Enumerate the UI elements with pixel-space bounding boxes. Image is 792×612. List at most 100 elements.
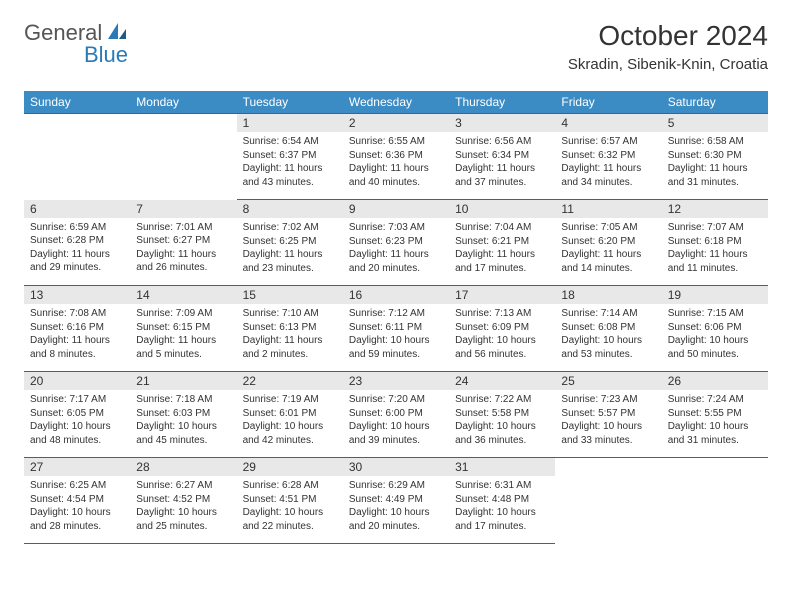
calendar-cell: 21Sunrise: 7:18 AMSunset: 6:03 PMDayligh… xyxy=(130,372,236,458)
day-data: Sunrise: 6:57 AMSunset: 6:32 PMDaylight:… xyxy=(555,132,661,193)
day-number: 23 xyxy=(343,372,449,390)
calendar-cell: 2Sunrise: 6:55 AMSunset: 6:36 PMDaylight… xyxy=(343,114,449,200)
day-data: Sunrise: 7:20 AMSunset: 6:00 PMDaylight:… xyxy=(343,390,449,451)
calendar-cell: 26Sunrise: 7:24 AMSunset: 5:55 PMDayligh… xyxy=(662,372,768,458)
day-data: Sunrise: 7:05 AMSunset: 6:20 PMDaylight:… xyxy=(555,218,661,279)
day-data: Sunrise: 6:29 AMSunset: 4:49 PMDaylight:… xyxy=(343,476,449,537)
calendar-cell: 20Sunrise: 7:17 AMSunset: 6:05 PMDayligh… xyxy=(24,372,130,458)
day-data: Sunrise: 6:56 AMSunset: 6:34 PMDaylight:… xyxy=(449,132,555,193)
day-number: 20 xyxy=(24,372,130,390)
day-number: 7 xyxy=(130,200,236,218)
calendar-cell: 16Sunrise: 7:12 AMSunset: 6:11 PMDayligh… xyxy=(343,286,449,372)
month-title: October 2024 xyxy=(568,20,768,52)
calendar-cell: 5Sunrise: 6:58 AMSunset: 6:30 PMDaylight… xyxy=(662,114,768,200)
day-number: 27 xyxy=(24,458,130,476)
dayname-row: Sunday Monday Tuesday Wednesday Thursday… xyxy=(24,91,768,114)
day-data: Sunrise: 7:17 AMSunset: 6:05 PMDaylight:… xyxy=(24,390,130,451)
day-data: Sunrise: 6:25 AMSunset: 4:54 PMDaylight:… xyxy=(24,476,130,537)
day-number: 5 xyxy=(662,114,768,132)
calendar-cell: 25Sunrise: 7:23 AMSunset: 5:57 PMDayligh… xyxy=(555,372,661,458)
day-data: Sunrise: 7:10 AMSunset: 6:13 PMDaylight:… xyxy=(237,304,343,365)
day-number: 3 xyxy=(449,114,555,132)
day-data: Sunrise: 7:04 AMSunset: 6:21 PMDaylight:… xyxy=(449,218,555,279)
dayname-saturday: Saturday xyxy=(662,91,768,114)
calendar-cell: 4Sunrise: 6:57 AMSunset: 6:32 PMDaylight… xyxy=(555,114,661,200)
calendar-cell: 13Sunrise: 7:08 AMSunset: 6:16 PMDayligh… xyxy=(24,286,130,372)
calendar-cell: 27Sunrise: 6:25 AMSunset: 4:54 PMDayligh… xyxy=(24,458,130,544)
day-number: 31 xyxy=(449,458,555,476)
calendar-cell: 29Sunrise: 6:28 AMSunset: 4:51 PMDayligh… xyxy=(237,458,343,544)
day-data: Sunrise: 6:54 AMSunset: 6:37 PMDaylight:… xyxy=(237,132,343,193)
calendar-cell: 18Sunrise: 7:14 AMSunset: 6:08 PMDayligh… xyxy=(555,286,661,372)
dayname-sunday: Sunday xyxy=(24,91,130,114)
day-number: 9 xyxy=(343,200,449,218)
day-number: 25 xyxy=(555,372,661,390)
calendar-cell: 3Sunrise: 6:56 AMSunset: 6:34 PMDaylight… xyxy=(449,114,555,200)
calendar-week-row: 1Sunrise: 6:54 AMSunset: 6:37 PMDaylight… xyxy=(24,114,768,200)
day-number: 12 xyxy=(662,200,768,218)
day-number: 13 xyxy=(24,286,130,304)
calendar-cell: 28Sunrise: 6:27 AMSunset: 4:52 PMDayligh… xyxy=(130,458,236,544)
day-number: 16 xyxy=(343,286,449,304)
day-data: Sunrise: 7:15 AMSunset: 6:06 PMDaylight:… xyxy=(662,304,768,365)
day-number: 29 xyxy=(237,458,343,476)
day-number: 26 xyxy=(662,372,768,390)
day-number: 19 xyxy=(662,286,768,304)
day-data: Sunrise: 6:58 AMSunset: 6:30 PMDaylight:… xyxy=(662,132,768,193)
dayname-monday: Monday xyxy=(130,91,236,114)
calendar-cell: 8Sunrise: 7:02 AMSunset: 6:25 PMDaylight… xyxy=(237,200,343,286)
day-data: Sunrise: 7:09 AMSunset: 6:15 PMDaylight:… xyxy=(130,304,236,365)
day-number: 17 xyxy=(449,286,555,304)
day-data: Sunrise: 7:23 AMSunset: 5:57 PMDaylight:… xyxy=(555,390,661,451)
day-data: Sunrise: 6:28 AMSunset: 4:51 PMDaylight:… xyxy=(237,476,343,537)
calendar-cell: 24Sunrise: 7:22 AMSunset: 5:58 PMDayligh… xyxy=(449,372,555,458)
title-block: October 2024 Skradin, Sibenik-Knin, Croa… xyxy=(568,20,768,73)
day-data: Sunrise: 7:22 AMSunset: 5:58 PMDaylight:… xyxy=(449,390,555,451)
day-number: 22 xyxy=(237,372,343,390)
calendar-cell: 23Sunrise: 7:20 AMSunset: 6:00 PMDayligh… xyxy=(343,372,449,458)
day-data: Sunrise: 7:12 AMSunset: 6:11 PMDaylight:… xyxy=(343,304,449,365)
dayname-friday: Friday xyxy=(555,91,661,114)
day-data: Sunrise: 6:55 AMSunset: 6:36 PMDaylight:… xyxy=(343,132,449,193)
calendar-cell: 22Sunrise: 7:19 AMSunset: 6:01 PMDayligh… xyxy=(237,372,343,458)
day-data: Sunrise: 7:07 AMSunset: 6:18 PMDaylight:… xyxy=(662,218,768,279)
calendar-cell: 30Sunrise: 6:29 AMSunset: 4:49 PMDayligh… xyxy=(343,458,449,544)
day-data: Sunrise: 6:27 AMSunset: 4:52 PMDaylight:… xyxy=(130,476,236,537)
header: General October 2024 Skradin, Sibenik-Kn… xyxy=(24,20,768,73)
day-number: 21 xyxy=(130,372,236,390)
day-data: Sunrise: 7:18 AMSunset: 6:03 PMDaylight:… xyxy=(130,390,236,451)
day-number: 2 xyxy=(343,114,449,132)
day-number: 30 xyxy=(343,458,449,476)
day-data: Sunrise: 7:19 AMSunset: 6:01 PMDaylight:… xyxy=(237,390,343,451)
calendar-cell: 15Sunrise: 7:10 AMSunset: 6:13 PMDayligh… xyxy=(237,286,343,372)
calendar-cell: 6Sunrise: 6:59 AMSunset: 6:28 PMDaylight… xyxy=(24,200,130,286)
day-data: Sunrise: 7:08 AMSunset: 6:16 PMDaylight:… xyxy=(24,304,130,365)
calendar-cell: 1Sunrise: 6:54 AMSunset: 6:37 PMDaylight… xyxy=(237,114,343,200)
calendar-cell: 9Sunrise: 7:03 AMSunset: 6:23 PMDaylight… xyxy=(343,200,449,286)
calendar-cell: 17Sunrise: 7:13 AMSunset: 6:09 PMDayligh… xyxy=(449,286,555,372)
calendar-cell xyxy=(130,114,236,200)
calendar-cell: 19Sunrise: 7:15 AMSunset: 6:06 PMDayligh… xyxy=(662,286,768,372)
logo-text-blue-wrap: Blue xyxy=(84,42,128,68)
calendar-week-row: 13Sunrise: 7:08 AMSunset: 6:16 PMDayligh… xyxy=(24,286,768,372)
day-data: Sunrise: 7:13 AMSunset: 6:09 PMDaylight:… xyxy=(449,304,555,365)
calendar-week-row: 27Sunrise: 6:25 AMSunset: 4:54 PMDayligh… xyxy=(24,458,768,544)
calendar-cell xyxy=(555,458,661,544)
calendar-cell: 31Sunrise: 6:31 AMSunset: 4:48 PMDayligh… xyxy=(449,458,555,544)
day-number: 10 xyxy=(449,200,555,218)
day-data: Sunrise: 7:24 AMSunset: 5:55 PMDaylight:… xyxy=(662,390,768,451)
calendar-cell: 12Sunrise: 7:07 AMSunset: 6:18 PMDayligh… xyxy=(662,200,768,286)
day-number: 6 xyxy=(24,200,130,218)
day-data: Sunrise: 7:03 AMSunset: 6:23 PMDaylight:… xyxy=(343,218,449,279)
logo-text-blue: Blue xyxy=(84,42,128,67)
location-text: Skradin, Sibenik-Knin, Croatia xyxy=(568,56,768,73)
day-data: Sunrise: 6:59 AMSunset: 6:28 PMDaylight:… xyxy=(24,218,130,279)
calendar-cell xyxy=(24,114,130,200)
calendar-cell: 7Sunrise: 7:01 AMSunset: 6:27 PMDaylight… xyxy=(130,200,236,286)
calendar-week-row: 20Sunrise: 7:17 AMSunset: 6:05 PMDayligh… xyxy=(24,372,768,458)
day-number: 28 xyxy=(130,458,236,476)
dayname-thursday: Thursday xyxy=(449,91,555,114)
day-number: 18 xyxy=(555,286,661,304)
calendar-cell: 14Sunrise: 7:09 AMSunset: 6:15 PMDayligh… xyxy=(130,286,236,372)
day-number: 8 xyxy=(237,200,343,218)
